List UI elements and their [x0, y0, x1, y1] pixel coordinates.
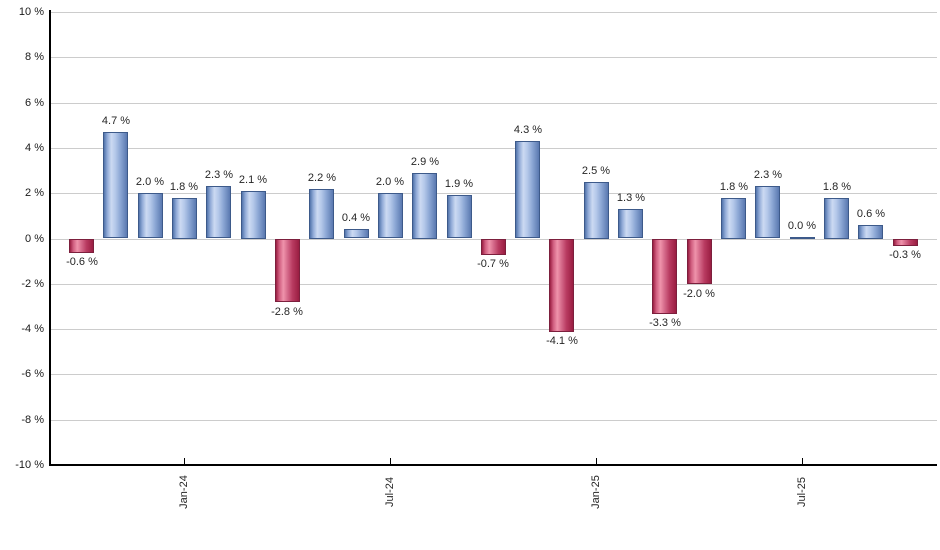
gridline: [50, 374, 937, 375]
bar-positive[interactable]: [584, 182, 609, 239]
bar-positive[interactable]: [412, 173, 437, 239]
bar-positive[interactable]: [790, 237, 815, 239]
bar-positive[interactable]: [138, 193, 163, 238]
y-axis-tick-label: 4 %: [25, 142, 44, 154]
gridline: [50, 148, 937, 149]
x-axis-tick-label-text: Jul-24: [384, 477, 396, 507]
bar-positive[interactable]: [515, 141, 540, 238]
x-axis-tick-label-text: Jul-25: [796, 477, 808, 507]
gridline: [50, 284, 937, 285]
bar-value-label: -2.8 %: [271, 306, 303, 318]
bar-value-label: -2.0 %: [683, 288, 715, 300]
x-axis-tick-label: Jul-25: [780, 469, 824, 515]
gridline: [50, 329, 937, 330]
bar-value-label: 1.8 %: [719, 181, 749, 193]
bar-value-label: 0.4 %: [341, 212, 371, 224]
x-axis-tick-label: Jan-24: [162, 469, 206, 515]
gridline: [50, 193, 937, 194]
gridline: [50, 420, 937, 421]
y-axis-line: [49, 10, 51, 466]
bar-positive[interactable]: [241, 191, 266, 239]
y-axis-tick-label: 8 %: [25, 51, 44, 63]
bar-positive[interactable]: [378, 193, 403, 238]
bar-value-label: -4.1 %: [546, 335, 578, 347]
bar-negative[interactable]: [652, 239, 677, 314]
x-axis-tick: [184, 458, 185, 464]
x-axis-tick-label: Jan-25: [574, 469, 618, 515]
bar-value-label: 0.6 %: [856, 208, 886, 220]
y-axis-tick-label: 6 %: [25, 97, 44, 109]
y-axis-tick-label: -8 %: [21, 414, 44, 426]
x-axis-tick: [390, 458, 391, 464]
bar-negative[interactable]: [893, 239, 918, 246]
x-axis-tick-label-text: Jan-25: [589, 475, 602, 509]
bar-value-label: 0.0 %: [787, 220, 817, 232]
bar-value-label: -0.3 %: [889, 249, 921, 261]
bar-positive[interactable]: [172, 198, 197, 239]
bar-positive[interactable]: [206, 186, 231, 238]
bar-value-label: 2.3 %: [204, 169, 234, 181]
y-axis-tick-label: -4 %: [21, 323, 44, 335]
bar-value-label: 2.5 %: [581, 165, 611, 177]
bar-positive[interactable]: [858, 225, 883, 239]
gridline: [50, 103, 937, 104]
x-axis-tick-label: Jul-24: [368, 469, 412, 515]
bar-positive[interactable]: [618, 209, 643, 238]
bar-value-label: 1.8 %: [822, 181, 852, 193]
gridline: [50, 12, 937, 13]
bar-value-label: 2.1 %: [238, 174, 268, 186]
bar-negative[interactable]: [69, 239, 94, 253]
y-axis-tick-label: 10 %: [18, 6, 44, 18]
x-axis-tick: [596, 458, 597, 464]
bar-value-label: -3.3 %: [649, 317, 681, 329]
bar-value-label: 4.7 %: [101, 115, 131, 127]
bar-negative[interactable]: [549, 239, 574, 332]
bar-value-label: 2.0 %: [375, 176, 405, 188]
bar-positive[interactable]: [755, 186, 780, 238]
bar-negative[interactable]: [275, 239, 300, 302]
x-axis-tick: [802, 458, 803, 464]
bar-negative[interactable]: [481, 239, 506, 255]
y-axis-tick-label: 2 %: [25, 187, 44, 199]
bar-positive[interactable]: [721, 198, 746, 239]
x-axis-line: [49, 464, 937, 466]
y-axis-tick-label: -2 %: [21, 278, 44, 290]
bar-positive[interactable]: [447, 195, 472, 238]
y-axis-tick-label: -10 %: [15, 459, 44, 471]
bar-value-label: -0.7 %: [477, 258, 509, 270]
gridline: [50, 57, 937, 58]
y-axis-tick-label: -6 %: [21, 368, 44, 380]
bar-value-label: 2.2 %: [307, 172, 337, 184]
bar-value-label: 1.9 %: [444, 178, 474, 190]
bar-positive[interactable]: [103, 132, 128, 238]
bar-value-label: -0.6 %: [66, 256, 98, 268]
bar-negative[interactable]: [687, 239, 712, 284]
bar-value-label: 2.0 %: [135, 176, 165, 188]
bar-value-label: 2.9 %: [410, 156, 440, 168]
bar-positive[interactable]: [344, 229, 369, 238]
bar-positive[interactable]: [309, 189, 334, 239]
x-axis-tick-label-text: Jan-24: [177, 475, 190, 509]
bar-value-label: 4.3 %: [513, 124, 543, 136]
bar-value-label: 2.3 %: [753, 169, 783, 181]
bar-value-label: 1.8 %: [169, 181, 199, 193]
bar-positive[interactable]: [824, 198, 849, 239]
bar-value-label: 1.3 %: [616, 192, 646, 204]
y-axis-tick-label: 0 %: [25, 233, 44, 245]
